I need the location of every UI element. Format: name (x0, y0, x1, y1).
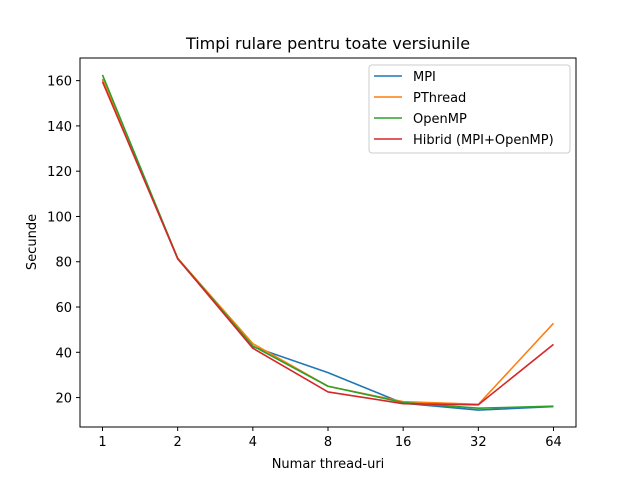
y-tick-label: 60 (55, 301, 72, 316)
legend: MPI PThread OpenMP Hibrid (MPI+OpenMP) (368, 64, 571, 154)
x-tick-label: 1 (98, 435, 106, 450)
legend-box (368, 64, 571, 154)
x-tick-label: 64 (545, 435, 562, 450)
series-lines (101, 74, 555, 411)
y-tick-label: 20 (55, 392, 72, 407)
y-tick-label: 120 (47, 165, 72, 180)
y-axis: 20 40 60 80 100 120 140 160 (47, 75, 80, 407)
x-axis-label: Numar thread-uri (272, 457, 385, 472)
y-tick-label: 100 (47, 210, 72, 225)
x-tick-label: 16 (395, 435, 412, 450)
x-axis: 1 2 4 8 16 32 64 (98, 427, 562, 450)
legend-label-0: MPI (413, 70, 436, 85)
y-tick-label: 140 (47, 120, 72, 135)
x-tick-label: 2 (174, 435, 182, 450)
x-tick-label: 32 (470, 435, 487, 450)
series-line-3 (101, 81, 555, 406)
legend-label-2: OpenMP (413, 112, 467, 127)
y-axis-label: Secunde (25, 214, 40, 270)
x-tick-label: 4 (249, 435, 257, 450)
y-tick-label: 160 (47, 75, 72, 90)
legend-label-1: PThread (413, 91, 466, 106)
y-tick-label: 80 (55, 256, 72, 271)
legend-label-3: Hibrid (MPI+OpenMP) (413, 133, 554, 148)
x-tick-label: 8 (324, 435, 332, 450)
y-tick-label: 40 (55, 346, 72, 361)
chart-title: Timpi rulare pentru toate versiunile (185, 34, 470, 53)
